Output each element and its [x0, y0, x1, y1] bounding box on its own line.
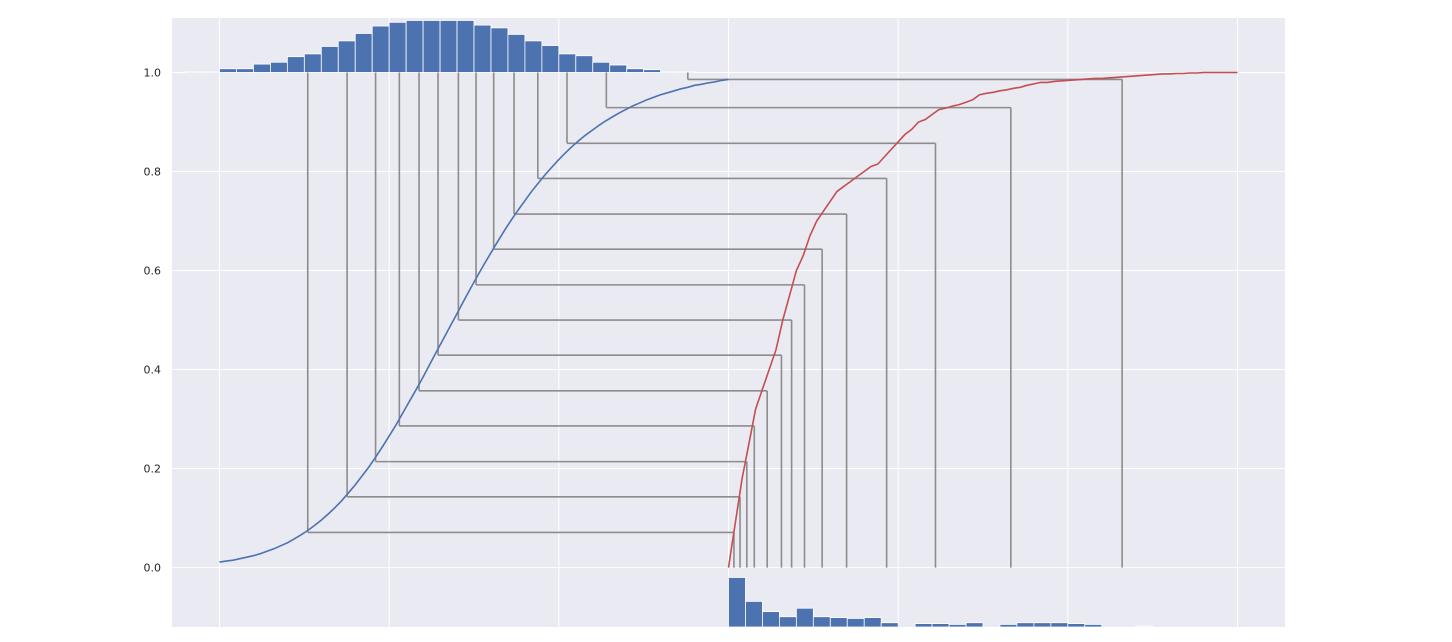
- histogram-bar: [541, 45, 560, 73]
- histogram-bar: [575, 55, 594, 73]
- histogram-bar: [609, 64, 628, 73]
- histograms: [185, 20, 1154, 628]
- histogram-bar: [320, 46, 339, 73]
- y-tick-labels: 0.0 0.2 0.4 0.6 0.8 1.0: [144, 66, 162, 574]
- histogram-bar: [456, 20, 475, 73]
- histogram-bar: [507, 34, 526, 73]
- histogram-bar: [219, 68, 237, 73]
- y-tick-label: 1.0: [144, 66, 162, 79]
- histogram-bar: [1084, 624, 1103, 628]
- histogram-bar: [1033, 622, 1052, 628]
- histogram-bar: [439, 20, 458, 73]
- histogram-bar: [286, 56, 305, 73]
- histogram-bar: [914, 623, 933, 628]
- histogram-bar: [524, 40, 543, 73]
- histogram-bar: [236, 68, 254, 73]
- y-tick-label: 0.2: [144, 463, 162, 476]
- histogram-bar: [965, 622, 984, 628]
- histogram-bar: [626, 68, 645, 73]
- histogram-bar: [270, 61, 288, 73]
- quantile-connectors: [306, 72, 1123, 568]
- histogram-bar: [388, 21, 407, 73]
- histogram-bar: [999, 624, 1018, 628]
- histogram-bar: [762, 611, 780, 628]
- histogram-bar: [303, 53, 322, 73]
- histogram-bar: [778, 616, 797, 628]
- empirical-cdf-line: [727, 71, 1238, 568]
- histogram-bar: [745, 600, 763, 628]
- cdf-lines: [219, 71, 1238, 568]
- histogram-bar: [795, 607, 814, 628]
- histogram-bar: [1050, 622, 1069, 628]
- histogram-bar: [931, 623, 950, 628]
- histogram-bar: [1016, 622, 1035, 628]
- histogram-bar: [1067, 623, 1086, 628]
- histogram-bar: [863, 617, 882, 628]
- histogram-bar: [371, 25, 390, 73]
- histogram-bar: [829, 617, 848, 628]
- histogram-bar: [405, 20, 424, 73]
- histogram-bar: [558, 53, 577, 73]
- y-tick-label: 0.0: [144, 562, 162, 575]
- histogram-bar: [422, 20, 441, 73]
- histogram-bar: [1135, 625, 1154, 628]
- gridlines: [172, 18, 1285, 627]
- histogram-bar: [473, 24, 492, 73]
- histogram-bar: [660, 71, 679, 73]
- histogram-bar: [948, 624, 967, 628]
- histogram-bar: [846, 618, 865, 628]
- histogram-bar: [490, 27, 509, 73]
- histogram-bar: [880, 622, 899, 628]
- y-tick-label: 0.6: [144, 265, 162, 278]
- histogram-bar: [354, 33, 373, 73]
- histogram-bar: [185, 71, 203, 73]
- normal-cdf-line: [219, 78, 729, 563]
- y-tick-label: 0.4: [144, 364, 162, 377]
- histogram-bar: [677, 71, 695, 73]
- histogram-bar: [253, 63, 271, 73]
- histogram-bar: [337, 40, 356, 73]
- histogram-bar: [643, 69, 662, 73]
- histogram-bar: [812, 616, 831, 628]
- histogram-bar: [202, 71, 220, 73]
- histogram-bar: [592, 61, 611, 73]
- histogram-bar: [728, 577, 746, 628]
- y-tick-label: 0.8: [144, 165, 162, 178]
